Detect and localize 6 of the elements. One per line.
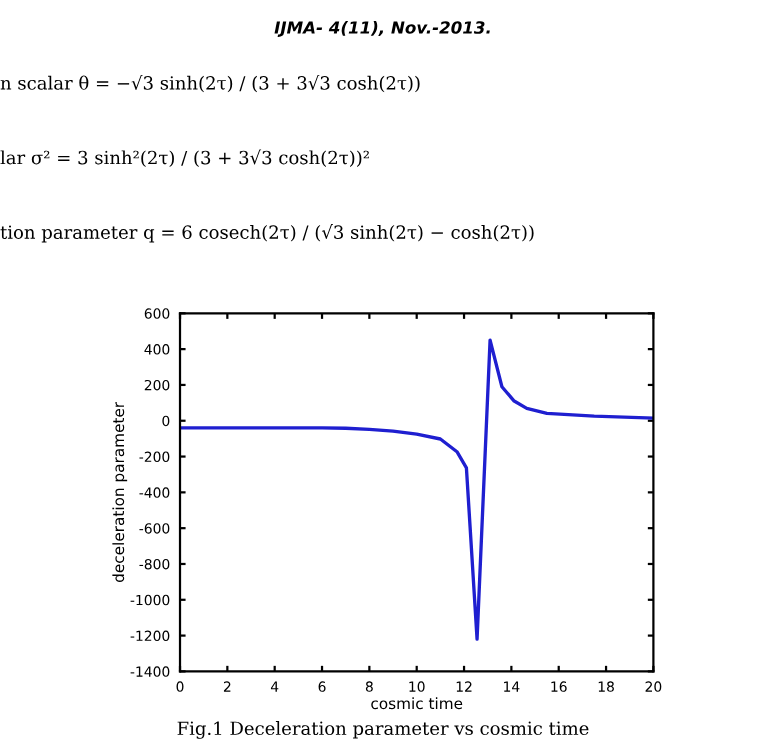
chart-subtitle: IJMA- 4(11), Nov.-2013. [274,20,490,37]
caption: Fig.1 Deceleration parameter vs cosmic time [177,721,589,739]
text: tion parameter q = 6 cosech(2τ) / (√3 sinh(2τ) − cosh(2τ)) [0,224,534,243]
line-series [180,338,654,641]
text: n scalar θ = −√3 sinh(2τ) / (3 + 3√3 cosh(2τ)) [0,74,420,93]
text: lar σ² = 3 sinh²(2τ) / (3 + 3√3 cosh(2τ))² [0,149,369,167]
